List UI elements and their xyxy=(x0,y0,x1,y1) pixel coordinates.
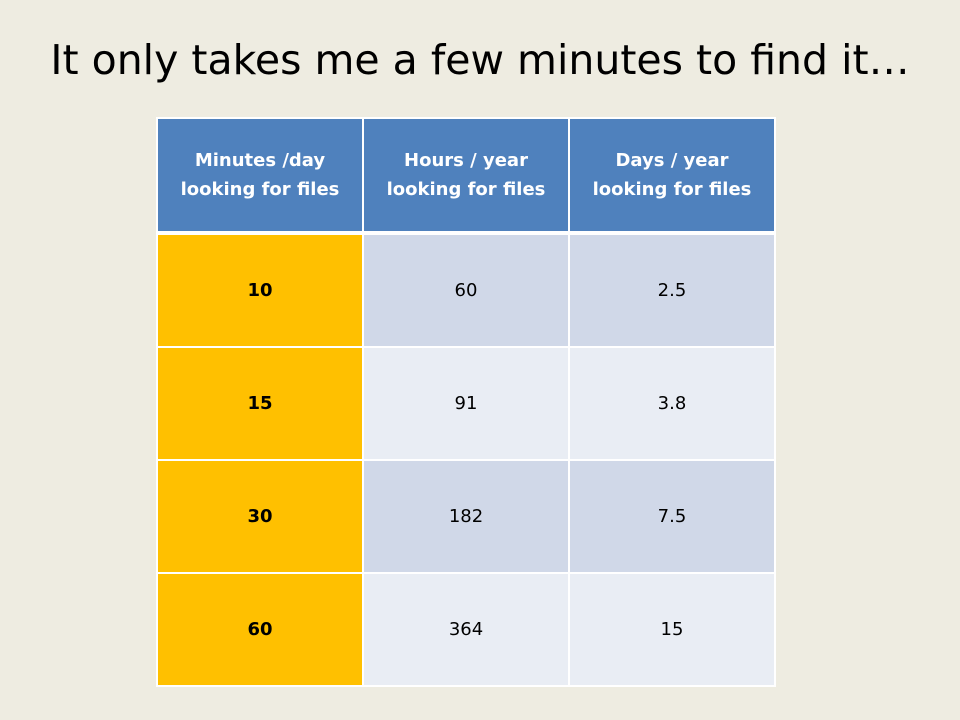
minutes-cell: 60 xyxy=(156,572,364,687)
table-row: 15 91 3.8 xyxy=(156,346,776,461)
minutes-cell: 15 xyxy=(156,346,364,461)
slide-title: It only takes me a few minutes to find i… xyxy=(50,36,910,84)
hours-cell: 91 xyxy=(362,346,570,461)
hours-cell: 364 xyxy=(362,572,570,687)
minutes-cell: 30 xyxy=(156,459,364,574)
table-row: 60 364 15 xyxy=(156,572,776,687)
header-minutes-per-day: Minutes /day looking for files xyxy=(156,117,364,235)
table-row: 30 182 7.5 xyxy=(156,459,776,574)
hours-cell: 182 xyxy=(362,459,570,574)
days-cell: 3.8 xyxy=(568,346,776,461)
days-cell: 2.5 xyxy=(568,232,776,348)
days-cell: 7.5 xyxy=(568,459,776,574)
data-table: Minutes /day looking for files Hours / y… xyxy=(156,117,776,687)
hours-cell: 60 xyxy=(362,232,570,348)
days-cell: 15 xyxy=(568,572,776,687)
table-row: 10 60 2.5 xyxy=(156,232,776,348)
header-days-per-year: Days / year looking for files xyxy=(568,117,776,235)
table-header-row: Minutes /day looking for files Hours / y… xyxy=(156,117,776,235)
minutes-cell: 10 xyxy=(156,232,364,348)
header-hours-per-year: Hours / year looking for files xyxy=(362,117,570,235)
